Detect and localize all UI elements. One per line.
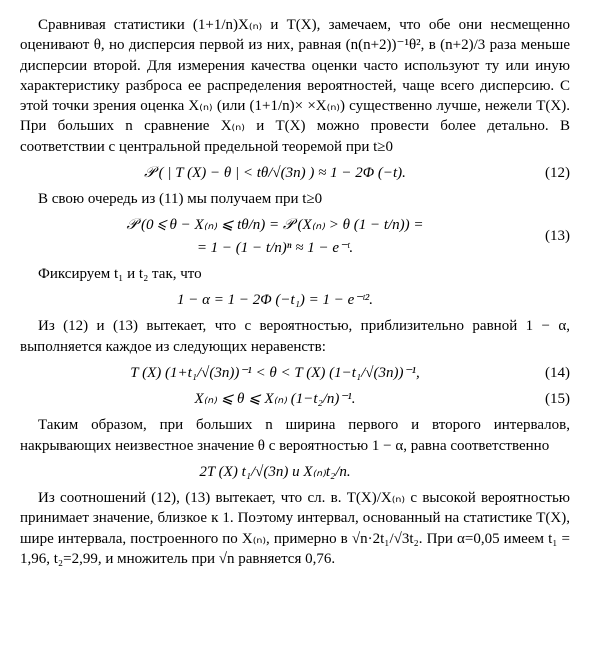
equation-width: 2T (X) t₁/√(3n) и X₍ₙ₎t₂/n. <box>20 462 570 482</box>
equation-width-body: 2T (X) t₁/√(3n) и X₍ₙ₎t₂/n. <box>20 462 530 482</box>
equation-12-number: (12) <box>530 163 570 183</box>
paragraph-5: Таким образом, при больших n ширина перв… <box>20 415 570 456</box>
paragraph-2: В свою очередь из (11) мы получаем при t… <box>20 189 570 209</box>
equation-15: X₍ₙ₎ ⩽ θ ⩽ X₍ₙ₎ (1−t₂/n)⁻¹. (15) <box>20 389 570 409</box>
paragraph-3: Фиксируем t₁ и t₂ так, что <box>20 264 570 284</box>
equation-alpha-body: 1 − α = 1 − 2Φ (−t₁) = 1 − e⁻ᵗ². <box>20 290 530 310</box>
paragraph-4: Из (12) и (13) вытекает, что с вероятнос… <box>20 316 570 357</box>
equation-13-line-2: = 1 − (1 − t/n)ⁿ ≈ 1 − e⁻ᵗ. <box>197 238 353 258</box>
equation-13-number: (13) <box>530 226 570 246</box>
equation-12: 𝒫 ( | T (X) − θ | < tθ/√(3n) ) ≈ 1 − 2Φ … <box>20 163 570 183</box>
paragraph-1: Сравнивая статистики (1+1/n)X₍ₙ₎ и T(X),… <box>20 15 570 157</box>
equation-13-line-1: 𝒫 (0 ⩽ θ − X₍ₙ₎ ⩽ tθ/n) = 𝒫 (X₍ₙ₎ > θ (1… <box>126 215 423 235</box>
equation-14-body: T (X) (1+t₁/√(3n))⁻¹ < θ < T (X) (1−t₁/√… <box>20 363 530 383</box>
equation-alpha: 1 − α = 1 − 2Φ (−t₁) = 1 − e⁻ᵗ². <box>20 290 570 310</box>
equation-14-number: (14) <box>530 363 570 383</box>
equation-12-body: 𝒫 ( | T (X) − θ | < tθ/√(3n) ) ≈ 1 − 2Φ … <box>20 163 530 183</box>
equation-15-body: X₍ₙ₎ ⩽ θ ⩽ X₍ₙ₎ (1−t₂/n)⁻¹. <box>20 389 530 409</box>
paragraph-6: Из соотношений (12), (13) вытекает, что … <box>20 488 570 569</box>
equation-13: 𝒫 (0 ⩽ θ − X₍ₙ₎ ⩽ tθ/n) = 𝒫 (X₍ₙ₎ > θ (1… <box>20 215 570 258</box>
equation-14: T (X) (1+t₁/√(3n))⁻¹ < θ < T (X) (1−t₁/√… <box>20 363 570 383</box>
equation-15-number: (15) <box>530 389 570 409</box>
